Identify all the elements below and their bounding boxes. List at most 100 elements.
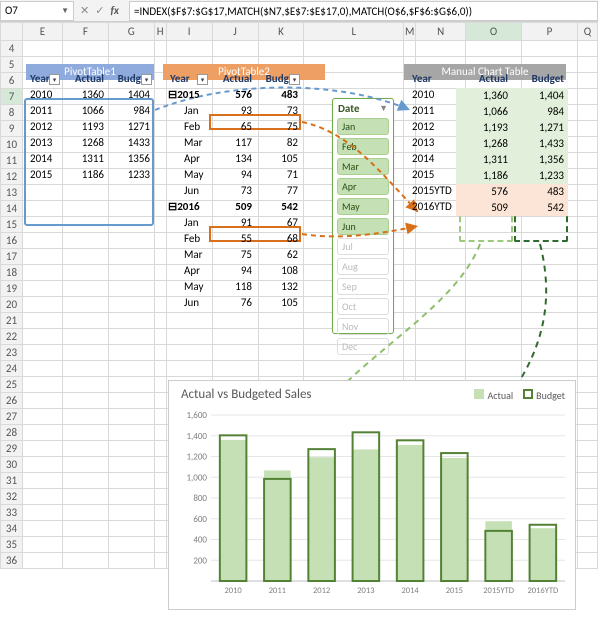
cell[interactable] xyxy=(577,393,597,409)
cell[interactable] xyxy=(154,361,166,377)
cell[interactable] xyxy=(577,457,597,473)
cell[interactable] xyxy=(154,169,166,185)
cell[interactable] xyxy=(577,297,597,313)
cell[interactable] xyxy=(108,265,154,281)
cell[interactable] xyxy=(62,313,108,329)
col-header[interactable]: F xyxy=(62,23,108,41)
cell[interactable] xyxy=(62,425,108,441)
row-header[interactable]: 33 xyxy=(1,505,23,521)
cell[interactable] xyxy=(404,313,416,329)
col-header[interactable]: G xyxy=(108,23,154,41)
row-header[interactable]: 34 xyxy=(1,521,23,537)
cell[interactable] xyxy=(22,281,62,297)
cell[interactable] xyxy=(416,281,466,297)
cell[interactable] xyxy=(577,265,597,281)
cell[interactable] xyxy=(577,489,597,505)
col-header[interactable]: E xyxy=(22,23,62,41)
col-header[interactable]: N xyxy=(416,23,466,41)
cell[interactable] xyxy=(154,153,166,169)
col-header[interactable]: I xyxy=(166,23,212,41)
cell[interactable] xyxy=(304,361,404,377)
row-header[interactable]: 11 xyxy=(1,153,23,169)
cell[interactable] xyxy=(108,297,154,313)
cell[interactable] xyxy=(404,361,416,377)
cell[interactable] xyxy=(154,473,166,489)
cell[interactable] xyxy=(108,377,154,393)
cell[interactable] xyxy=(108,361,154,377)
cell[interactable] xyxy=(577,377,597,393)
cell[interactable] xyxy=(62,457,108,473)
row-header[interactable]: 5 xyxy=(1,57,23,73)
cell[interactable] xyxy=(522,265,578,281)
cell[interactable] xyxy=(577,169,597,185)
slicer-item[interactable]: Nov xyxy=(337,318,389,335)
cell[interactable] xyxy=(577,41,597,57)
cell[interactable] xyxy=(416,329,466,345)
cell[interactable] xyxy=(154,185,166,201)
cell[interactable] xyxy=(62,393,108,409)
cell[interactable] xyxy=(258,361,304,377)
cell[interactable] xyxy=(577,153,597,169)
cell[interactable] xyxy=(522,249,578,265)
cell[interactable] xyxy=(522,345,578,361)
row-header[interactable]: 7 xyxy=(1,89,23,105)
cell[interactable] xyxy=(577,329,597,345)
cell[interactable] xyxy=(166,361,212,377)
cell[interactable] xyxy=(22,473,62,489)
cell[interactable] xyxy=(62,521,108,537)
cell[interactable] xyxy=(154,217,166,233)
cell[interactable] xyxy=(577,537,597,553)
cell[interactable] xyxy=(416,297,466,313)
cell[interactable] xyxy=(577,73,597,89)
cell[interactable] xyxy=(577,409,597,425)
cell[interactable] xyxy=(466,345,522,361)
cell[interactable] xyxy=(212,345,258,361)
cell[interactable] xyxy=(577,521,597,537)
row-header[interactable]: 27 xyxy=(1,409,23,425)
cell[interactable] xyxy=(154,297,166,313)
cell[interactable] xyxy=(108,345,154,361)
cell[interactable] xyxy=(416,313,466,329)
cell[interactable] xyxy=(22,313,62,329)
cell[interactable] xyxy=(62,297,108,313)
row-header[interactable]: 18 xyxy=(1,265,23,281)
cell[interactable] xyxy=(108,409,154,425)
cell[interactable] xyxy=(22,249,62,265)
cell[interactable] xyxy=(108,313,154,329)
date-slicer[interactable]: Date ▼ JanFebMarAprMayJunJulAugSepOctNov… xyxy=(332,98,394,334)
cell[interactable] xyxy=(62,505,108,521)
cell[interactable] xyxy=(154,537,166,553)
cell[interactable] xyxy=(577,313,597,329)
col-header[interactable]: J xyxy=(212,23,258,41)
cell[interactable] xyxy=(154,441,166,457)
formula-input[interactable]: =INDEX($F$7:$G$17,MATCH($N7,$E$7:$E$17,0… xyxy=(129,1,598,21)
cell[interactable] xyxy=(108,281,154,297)
fx-icon[interactable]: fx xyxy=(110,4,119,17)
row-header[interactable]: 26 xyxy=(1,393,23,409)
cell[interactable] xyxy=(22,537,62,553)
cell[interactable] xyxy=(62,409,108,425)
cell[interactable] xyxy=(154,105,166,121)
cell[interactable] xyxy=(577,201,597,217)
cell[interactable] xyxy=(416,41,466,57)
cell[interactable] xyxy=(22,425,62,441)
col-header[interactable]: P xyxy=(522,23,578,41)
cell[interactable] xyxy=(154,505,166,521)
cell[interactable] xyxy=(22,329,62,345)
cell[interactable] xyxy=(22,265,62,281)
row-header[interactable]: 8 xyxy=(1,105,23,121)
cell[interactable] xyxy=(166,329,212,345)
cell[interactable] xyxy=(416,265,466,281)
cell[interactable] xyxy=(404,281,416,297)
cell[interactable] xyxy=(577,57,597,73)
cell[interactable] xyxy=(22,441,62,457)
slicer-item[interactable]: Aug xyxy=(337,258,389,275)
cell[interactable] xyxy=(154,137,166,153)
row-header[interactable]: 32 xyxy=(1,489,23,505)
cell[interactable] xyxy=(108,457,154,473)
col-header[interactable]: O xyxy=(466,23,522,41)
cell[interactable] xyxy=(22,457,62,473)
cell[interactable] xyxy=(108,233,154,249)
cell[interactable] xyxy=(304,41,404,57)
cell[interactable] xyxy=(577,217,597,233)
